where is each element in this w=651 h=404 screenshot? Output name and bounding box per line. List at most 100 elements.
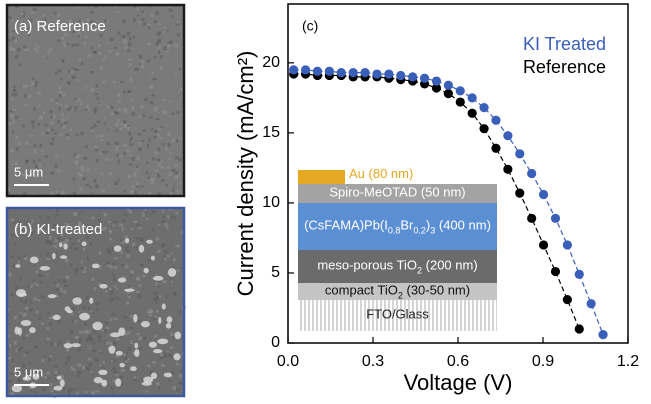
texture — [81, 62, 84, 65]
texture — [16, 147, 19, 150]
grain — [118, 278, 126, 283]
grain — [124, 289, 135, 292]
texture — [142, 336, 146, 340]
texture — [39, 105, 41, 107]
data-point — [479, 103, 488, 112]
texture — [129, 37, 131, 40]
texture — [83, 248, 85, 252]
texture — [155, 11, 159, 15]
texture — [86, 338, 88, 342]
texture — [47, 273, 49, 275]
grain — [134, 343, 138, 349]
texture — [128, 347, 131, 351]
data-point — [408, 72, 417, 81]
texture — [173, 386, 176, 390]
texture — [93, 349, 96, 352]
texture — [104, 329, 108, 333]
y-tick-label: 10 — [262, 194, 280, 211]
texture — [163, 111, 167, 114]
texture — [34, 48, 38, 51]
texture — [88, 357, 91, 360]
texture — [20, 346, 23, 348]
grain — [99, 284, 107, 289]
texture — [59, 103, 62, 105]
texture — [134, 171, 136, 174]
texture — [68, 388, 72, 391]
texture — [115, 355, 119, 357]
texture — [112, 224, 114, 227]
texture — [40, 115, 43, 119]
grain — [173, 353, 180, 360]
texture — [169, 40, 173, 43]
grain — [60, 379, 65, 387]
texture — [18, 63, 21, 66]
grain — [115, 378, 121, 386]
texture — [94, 287, 96, 290]
texture — [166, 255, 170, 257]
texture — [148, 192, 151, 195]
texture — [81, 169, 85, 172]
texture — [101, 189, 105, 192]
texture — [125, 245, 129, 249]
texture — [169, 9, 173, 12]
texture — [41, 322, 44, 324]
texture — [116, 129, 118, 133]
data-point — [313, 67, 322, 76]
texture — [180, 87, 183, 91]
texture — [67, 117, 69, 119]
texture — [135, 246, 137, 249]
texture — [110, 112, 113, 116]
y-tick-label: 0 — [271, 334, 280, 351]
texture — [148, 259, 151, 262]
grain — [134, 349, 139, 357]
texture — [130, 340, 132, 344]
grain — [48, 294, 57, 298]
texture — [62, 93, 66, 96]
texture — [148, 138, 150, 141]
texture — [136, 237, 140, 239]
texture — [159, 137, 162, 139]
texture — [42, 388, 45, 391]
texture — [158, 250, 161, 253]
texture — [92, 312, 94, 314]
texture — [87, 168, 90, 171]
texture — [155, 297, 158, 300]
texture — [167, 166, 170, 169]
texture — [33, 107, 35, 111]
texture — [99, 364, 101, 367]
texture — [77, 348, 80, 351]
texture — [133, 173, 136, 176]
texture — [108, 185, 111, 187]
texture — [115, 285, 117, 288]
legend-entry: KI Treated — [523, 34, 606, 54]
data-point — [468, 93, 477, 102]
grain — [21, 320, 32, 326]
x-tick-label: 0.0 — [277, 353, 299, 370]
texture — [74, 98, 76, 100]
texture — [167, 29, 170, 31]
texture — [170, 346, 173, 348]
texture — [97, 44, 100, 47]
texture — [163, 365, 166, 367]
texture — [89, 363, 92, 367]
texture — [156, 118, 160, 120]
data-point — [503, 131, 512, 140]
data-point — [337, 68, 346, 77]
texture — [127, 126, 130, 130]
texture — [11, 293, 14, 296]
texture — [87, 307, 90, 310]
texture — [8, 122, 11, 125]
texture — [111, 298, 114, 301]
texture — [60, 288, 62, 292]
texture — [9, 273, 12, 277]
texture — [134, 191, 136, 194]
texture — [67, 341, 70, 343]
texture — [175, 44, 179, 48]
texture — [118, 100, 121, 103]
texture — [175, 73, 177, 76]
texture — [163, 143, 165, 146]
texture — [119, 155, 123, 157]
texture — [84, 322, 87, 326]
texture — [32, 77, 35, 80]
texture — [136, 182, 138, 186]
